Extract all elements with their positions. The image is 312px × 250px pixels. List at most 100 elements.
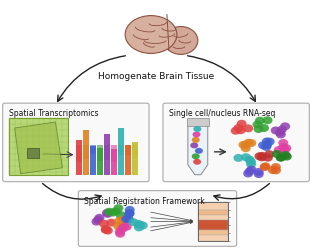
Ellipse shape: [117, 222, 127, 230]
Ellipse shape: [125, 206, 135, 214]
Ellipse shape: [278, 143, 288, 151]
Ellipse shape: [233, 154, 243, 162]
Ellipse shape: [99, 220, 109, 228]
FancyBboxPatch shape: [27, 148, 38, 158]
Ellipse shape: [121, 215, 131, 223]
Ellipse shape: [125, 16, 177, 54]
Ellipse shape: [193, 126, 201, 132]
Bar: [90, 146, 96, 175]
Ellipse shape: [118, 221, 128, 229]
Bar: [90, 145, 96, 154]
Ellipse shape: [103, 226, 113, 234]
Ellipse shape: [276, 154, 286, 162]
Ellipse shape: [101, 225, 111, 233]
Ellipse shape: [91, 218, 101, 226]
Ellipse shape: [190, 142, 198, 148]
FancyBboxPatch shape: [163, 103, 309, 182]
Ellipse shape: [245, 167, 255, 175]
Ellipse shape: [246, 158, 256, 166]
Bar: [118, 145, 124, 155]
Ellipse shape: [262, 141, 272, 149]
Ellipse shape: [113, 204, 123, 212]
Ellipse shape: [236, 126, 246, 134]
Ellipse shape: [281, 144, 291, 152]
Ellipse shape: [263, 154, 273, 162]
Bar: [111, 149, 117, 175]
Ellipse shape: [265, 138, 275, 145]
Ellipse shape: [254, 125, 264, 133]
Ellipse shape: [261, 162, 271, 170]
Ellipse shape: [274, 146, 284, 154]
Ellipse shape: [257, 154, 267, 162]
Ellipse shape: [138, 222, 148, 230]
Ellipse shape: [124, 216, 134, 224]
Ellipse shape: [241, 153, 251, 161]
Ellipse shape: [192, 137, 200, 143]
Bar: [132, 145, 138, 158]
Ellipse shape: [276, 130, 286, 138]
Polygon shape: [188, 125, 208, 175]
Bar: [125, 145, 131, 175]
Ellipse shape: [275, 128, 285, 136]
Ellipse shape: [268, 166, 278, 174]
Ellipse shape: [104, 208, 114, 216]
Ellipse shape: [271, 163, 281, 171]
Ellipse shape: [241, 144, 251, 152]
Bar: [118, 128, 124, 175]
FancyBboxPatch shape: [78, 191, 236, 246]
Ellipse shape: [118, 225, 128, 232]
Bar: [132, 142, 138, 175]
Ellipse shape: [255, 117, 265, 125]
Ellipse shape: [115, 228, 125, 235]
Ellipse shape: [254, 168, 264, 176]
Ellipse shape: [101, 226, 111, 234]
Ellipse shape: [259, 124, 269, 132]
Ellipse shape: [261, 143, 271, 151]
Text: Homogenate Brain Tissue: Homogenate Brain Tissue: [98, 72, 214, 81]
Bar: [198, 220, 228, 230]
Bar: [198, 216, 228, 220]
Ellipse shape: [255, 152, 265, 160]
Ellipse shape: [246, 139, 256, 147]
Ellipse shape: [95, 214, 105, 222]
Ellipse shape: [233, 124, 243, 132]
Ellipse shape: [135, 220, 145, 228]
Ellipse shape: [195, 148, 203, 154]
Ellipse shape: [264, 150, 274, 158]
Ellipse shape: [282, 152, 292, 160]
Text: Spatial Registration Framework: Spatial Registration Framework: [84, 196, 205, 205]
Ellipse shape: [243, 124, 253, 132]
Bar: [83, 130, 89, 175]
Ellipse shape: [133, 220, 143, 228]
Ellipse shape: [277, 126, 287, 134]
Ellipse shape: [280, 151, 290, 159]
Text: Single cell/nucleus RNA-seq: Single cell/nucleus RNA-seq: [169, 109, 275, 118]
Bar: [125, 145, 131, 155]
Ellipse shape: [257, 152, 267, 160]
Ellipse shape: [231, 127, 241, 135]
Bar: [198, 202, 228, 209]
Ellipse shape: [103, 210, 113, 218]
Ellipse shape: [122, 223, 132, 231]
Bar: [76, 140, 82, 175]
Bar: [97, 145, 103, 162]
Ellipse shape: [193, 132, 201, 138]
Ellipse shape: [118, 216, 128, 224]
Ellipse shape: [111, 208, 121, 215]
Ellipse shape: [237, 120, 246, 128]
Ellipse shape: [260, 163, 270, 171]
Ellipse shape: [246, 160, 256, 168]
Bar: [198, 202, 228, 241]
Ellipse shape: [106, 219, 116, 227]
Bar: [83, 145, 89, 159]
Ellipse shape: [258, 141, 268, 149]
Ellipse shape: [192, 153, 200, 159]
Ellipse shape: [246, 166, 256, 173]
Ellipse shape: [119, 223, 129, 231]
Bar: [198, 210, 228, 216]
Ellipse shape: [129, 218, 139, 226]
Ellipse shape: [262, 138, 272, 145]
Ellipse shape: [245, 156, 255, 164]
Ellipse shape: [193, 159, 201, 165]
Ellipse shape: [254, 170, 264, 178]
